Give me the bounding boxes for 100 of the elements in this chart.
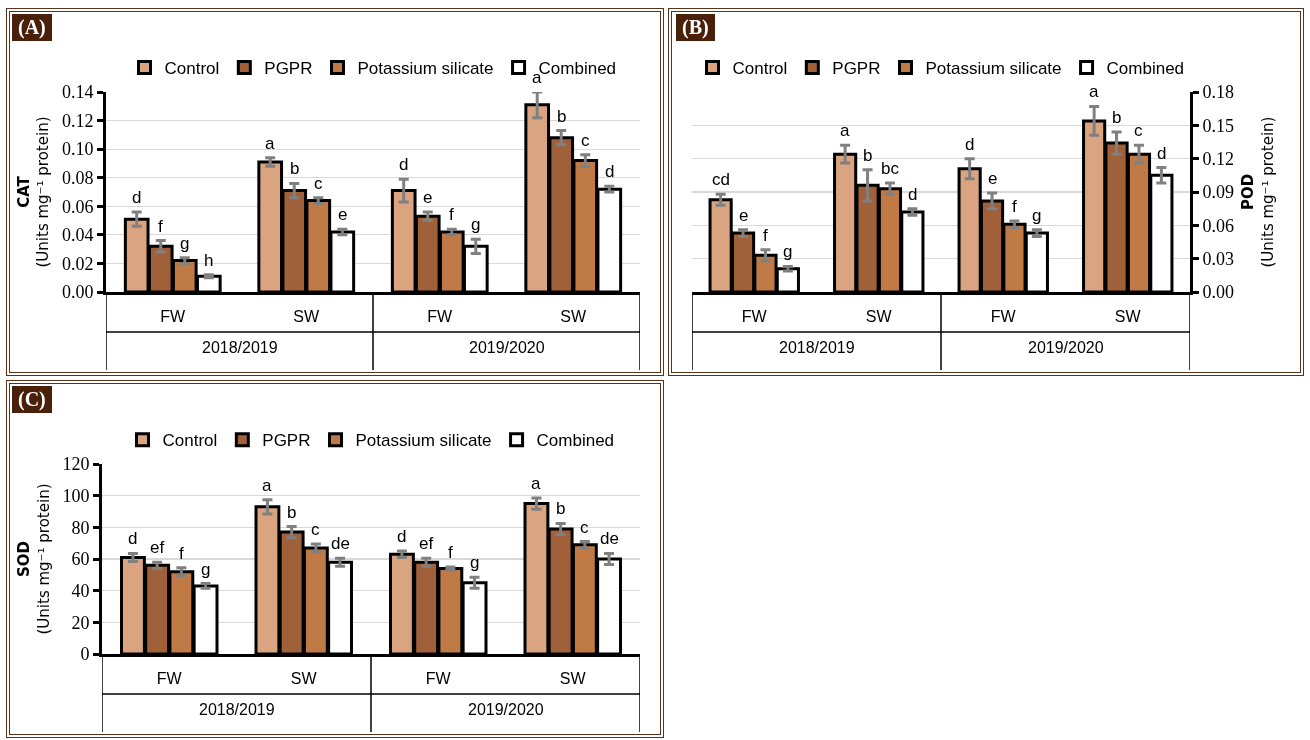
y-tick-label: 0.08 (61, 168, 94, 189)
text: 2019/2020 (1028, 339, 1104, 356)
y-tick-label: 0 (80, 644, 90, 665)
data-label: a (262, 476, 272, 495)
data-label: d (605, 162, 615, 181)
data-label: g (783, 242, 793, 261)
y-tick-label: 0.12 (61, 110, 94, 131)
y2-tick-label: 0.18 (1202, 82, 1235, 103)
x-tick-label: FW (741, 307, 768, 325)
data-label: b (863, 146, 873, 165)
data-label: g (470, 553, 480, 572)
legend-label: Combined (536, 431, 615, 451)
data-label: d (399, 155, 409, 174)
legend-label: Potassium silicate (357, 59, 494, 79)
y-tick-label: 80 (71, 517, 90, 538)
y-tick-label: 0.10 (61, 139, 94, 160)
legend-label: PGPR (264, 59, 313, 79)
legend-label: PGPR (832, 59, 881, 79)
y2-tick-label: 0.12 (1202, 148, 1235, 169)
data-label: f (179, 544, 184, 563)
data-label: b (1112, 108, 1122, 127)
y-tick-label: 100 (62, 485, 90, 506)
x-tick-label: FW (160, 307, 187, 325)
data-label: f (448, 543, 453, 562)
x-tick-label: FW (425, 669, 452, 687)
data-label: e (739, 206, 749, 225)
data-label: f (449, 205, 454, 224)
x-tick-label: SW (560, 307, 588, 325)
text: 2018/2019 (202, 339, 278, 356)
data-label: ef (419, 534, 434, 553)
legend-label: Control (162, 431, 218, 451)
text: 2019/2020 (468, 701, 544, 718)
y2-tick-label: 0.09 (1202, 182, 1235, 203)
x-tick-label: FW (156, 669, 183, 687)
data-label: b (556, 499, 566, 518)
legend-label: Potassium silicate (925, 59, 1062, 79)
y-tick-label: 120 (62, 454, 90, 475)
legend-label: Potassium silicate (355, 431, 492, 451)
data-label: a (1089, 82, 1099, 101)
data-label: ef (150, 538, 165, 557)
legend-label: Control (732, 59, 788, 79)
data-label: g (201, 560, 211, 579)
data-label: a (531, 474, 541, 493)
data-label: g (180, 234, 190, 253)
text: 2018/2019 (779, 339, 855, 356)
y2-tick-label: 0.03 (1202, 248, 1235, 269)
y-tick-label: 60 (71, 549, 90, 570)
data-label: e (338, 205, 348, 224)
data-label: b (557, 107, 567, 126)
data-label: g (471, 215, 481, 234)
x-tick-label: FW (427, 307, 454, 325)
chart-title: (A) (12, 14, 52, 41)
y-tick-label: 40 (71, 580, 90, 601)
data-label: b (287, 503, 297, 522)
data-label: d (965, 135, 975, 154)
data-label: f (158, 217, 163, 236)
y2-tick-label: 0.00 (1202, 282, 1235, 303)
text: 2019/2020 (469, 339, 545, 356)
x-tick-label: SW (293, 307, 321, 325)
data-label: d (1157, 144, 1167, 163)
data-label: e (423, 188, 433, 207)
x-tick-label: SW (290, 669, 318, 687)
data-label: c (581, 131, 590, 150)
data-label: de (331, 534, 350, 553)
chart-title: (C) (12, 386, 52, 413)
y-tick-label: 0.00 (61, 282, 94, 303)
data-label: g (1032, 206, 1042, 225)
y2-tick-label: 0.15 (1202, 115, 1235, 136)
data-label: e (988, 169, 998, 188)
y-tick-label: 0.06 (61, 196, 94, 217)
y-axis-title: SOD (Units mg⁻¹ protein) (15, 483, 53, 635)
data-label: c (580, 518, 589, 537)
data-label: d (132, 188, 142, 207)
data-label: c (311, 520, 320, 539)
x-tick-label: FW (990, 307, 1017, 325)
legend-label: Control (164, 59, 220, 79)
chart-title: (B) (676, 14, 715, 41)
y-axis-title: CAT (Units mg⁻¹ protein) (14, 116, 53, 268)
data-label: b (290, 159, 300, 178)
x-tick-label: SW (1114, 307, 1142, 325)
x-tick-label: SW (559, 669, 587, 687)
x-tick-label: SW (865, 307, 893, 325)
text: 2018/2019 (199, 701, 275, 718)
data-label: d (908, 185, 918, 204)
data-label: de (600, 529, 619, 548)
data-label: d (397, 527, 407, 546)
data-label: c (1134, 121, 1143, 140)
data-label: bc (881, 159, 900, 178)
data-label: a (840, 121, 850, 140)
data-label: d (128, 529, 138, 548)
data-label: f (763, 226, 768, 245)
data-label: f (1012, 197, 1017, 216)
data-label: cd (712, 170, 730, 189)
legend-label: PGPR (262, 431, 311, 451)
data-label: h (204, 251, 214, 270)
y-tick-label: 0.14 (61, 82, 94, 103)
data-label: a (265, 134, 275, 153)
y-tick-label: 0.02 (61, 253, 94, 274)
y-tick-label: 0.04 (61, 225, 94, 246)
y2-tick-label: 0.06 (1202, 215, 1235, 236)
